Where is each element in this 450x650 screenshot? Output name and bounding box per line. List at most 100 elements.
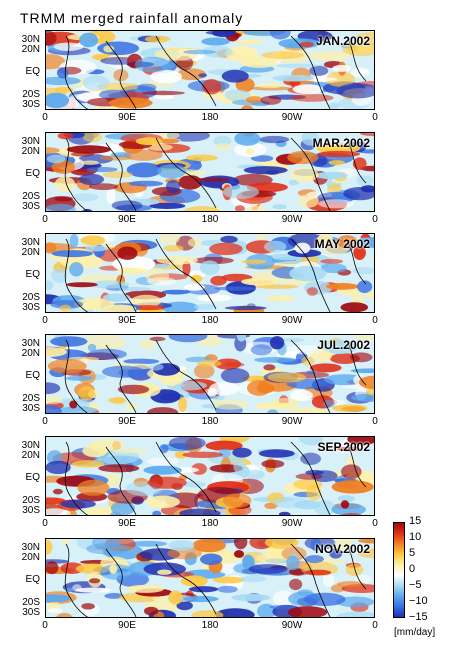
panel-month-label: NOV.2002 xyxy=(315,542,370,556)
longitude-label: 90E xyxy=(118,214,136,225)
latitude-label: 20N xyxy=(21,44,40,55)
figure-title: TRMM merged rainfall anomaly xyxy=(20,10,244,26)
map-panel: JAN.2002 xyxy=(45,30,375,110)
longitude-label: 0 xyxy=(42,315,48,326)
anomaly-field xyxy=(46,437,374,515)
coastline xyxy=(290,137,331,211)
latitude-label: 20N xyxy=(21,146,40,157)
panel-month-label: JAN.2002 xyxy=(315,34,370,48)
anomaly-field xyxy=(46,31,374,109)
coastline xyxy=(290,543,331,617)
colorbar-tick-label: 10 xyxy=(409,531,422,543)
longitude-label: 180 xyxy=(201,214,219,225)
latitude-label: 20N xyxy=(21,450,40,461)
longitude-label: 90W xyxy=(281,518,303,529)
latitude-label: 20S xyxy=(22,292,40,303)
coastline xyxy=(64,137,89,211)
latitude-label: 20N xyxy=(21,348,40,359)
coastline xyxy=(64,543,89,617)
longitude-label: 90E xyxy=(118,416,136,427)
longitude-label: 180 xyxy=(201,518,219,529)
longitude-label: 180 xyxy=(201,315,219,326)
coastline xyxy=(64,441,89,515)
longitude-label: 180 xyxy=(201,112,219,123)
latitude-label: 20N xyxy=(21,552,40,563)
longitude-label: 90W xyxy=(281,112,303,123)
longitude-label: 0 xyxy=(372,112,378,123)
colorbar-tick-label: −5 xyxy=(409,579,422,591)
latitude-label: 20S xyxy=(22,89,40,100)
latitude-label: 30S xyxy=(22,302,40,313)
latitude-label: EQ xyxy=(25,472,40,483)
longitude-label: 180 xyxy=(201,620,219,631)
longitude-label: 90E xyxy=(118,315,136,326)
coastline xyxy=(155,238,217,310)
latitude-label: EQ xyxy=(25,574,40,585)
coastline xyxy=(155,137,217,209)
longitude-label: 0 xyxy=(42,620,48,631)
colorbar xyxy=(393,522,405,618)
longitude-label: 90E xyxy=(118,112,136,123)
coastline xyxy=(345,543,367,590)
longitude-label: 0 xyxy=(42,214,48,225)
coastline xyxy=(105,446,137,515)
longitude-label: 90W xyxy=(281,315,303,326)
coastline xyxy=(105,344,137,413)
latitude-label: EQ xyxy=(25,269,40,280)
latitude-label: 20S xyxy=(22,495,40,506)
latitude-label: 30S xyxy=(22,99,40,110)
coastline xyxy=(345,137,367,184)
anomaly-field xyxy=(46,539,374,617)
coastline xyxy=(105,548,137,617)
colorbar-tick-label: −15 xyxy=(409,611,428,623)
longitude-label: 0 xyxy=(372,518,378,529)
latitude-label: 20S xyxy=(22,597,40,608)
latitude-label: 20S xyxy=(22,393,40,404)
colorbar-tick-label: 5 xyxy=(409,547,416,559)
colorbar-tick-label: 0 xyxy=(409,563,416,575)
map-panel: JUL.2002 xyxy=(45,334,375,414)
latitude-label: 30S xyxy=(22,607,40,618)
longitude-label: 0 xyxy=(372,214,378,225)
panel-month-label: MAY 2002 xyxy=(314,237,370,251)
map-panel: MAY 2002 xyxy=(45,233,375,313)
coastline xyxy=(290,339,331,413)
anomaly-field xyxy=(46,234,374,312)
latitude-label: 30S xyxy=(22,505,40,516)
longitude-label: 180 xyxy=(201,416,219,427)
panel-month-label: SEP.2002 xyxy=(317,440,371,454)
latitude-label: 20N xyxy=(21,247,40,258)
longitude-label: 90W xyxy=(281,620,303,631)
coastline xyxy=(64,35,89,109)
coastline xyxy=(105,40,137,109)
coastline xyxy=(290,238,331,312)
coastline xyxy=(290,35,331,109)
coastline xyxy=(64,238,89,312)
latitude-label: 30N xyxy=(21,34,40,45)
coastline xyxy=(105,243,137,312)
coastline xyxy=(345,441,367,488)
map-panel: MAR.2002 xyxy=(45,132,375,212)
anomaly-field xyxy=(46,335,374,413)
coastline xyxy=(155,543,217,615)
latitude-label: 20S xyxy=(22,191,40,202)
longitude-label: 0 xyxy=(42,416,48,427)
longitude-label: 0 xyxy=(42,518,48,529)
latitude-label: EQ xyxy=(25,370,40,381)
latitude-label: EQ xyxy=(25,168,40,179)
longitude-label: 0 xyxy=(42,112,48,123)
latitude-label: EQ xyxy=(25,66,40,77)
longitude-label: 90W xyxy=(281,214,303,225)
longitude-label: 0 xyxy=(372,315,378,326)
map-panel: SEP.2002 xyxy=(45,436,375,516)
colorbar-tick-label: −10 xyxy=(409,595,428,607)
panel-month-label: JUL.2002 xyxy=(317,338,370,352)
longitude-label: 90W xyxy=(281,416,303,427)
panel-month-label: MAR.2002 xyxy=(312,136,370,150)
latitude-label: 30N xyxy=(21,542,40,553)
anomaly-field xyxy=(46,133,374,211)
coastline xyxy=(105,142,137,211)
colorbar-unit: [mm/day] xyxy=(394,627,436,638)
coastline xyxy=(155,35,217,107)
coastline xyxy=(345,238,367,285)
